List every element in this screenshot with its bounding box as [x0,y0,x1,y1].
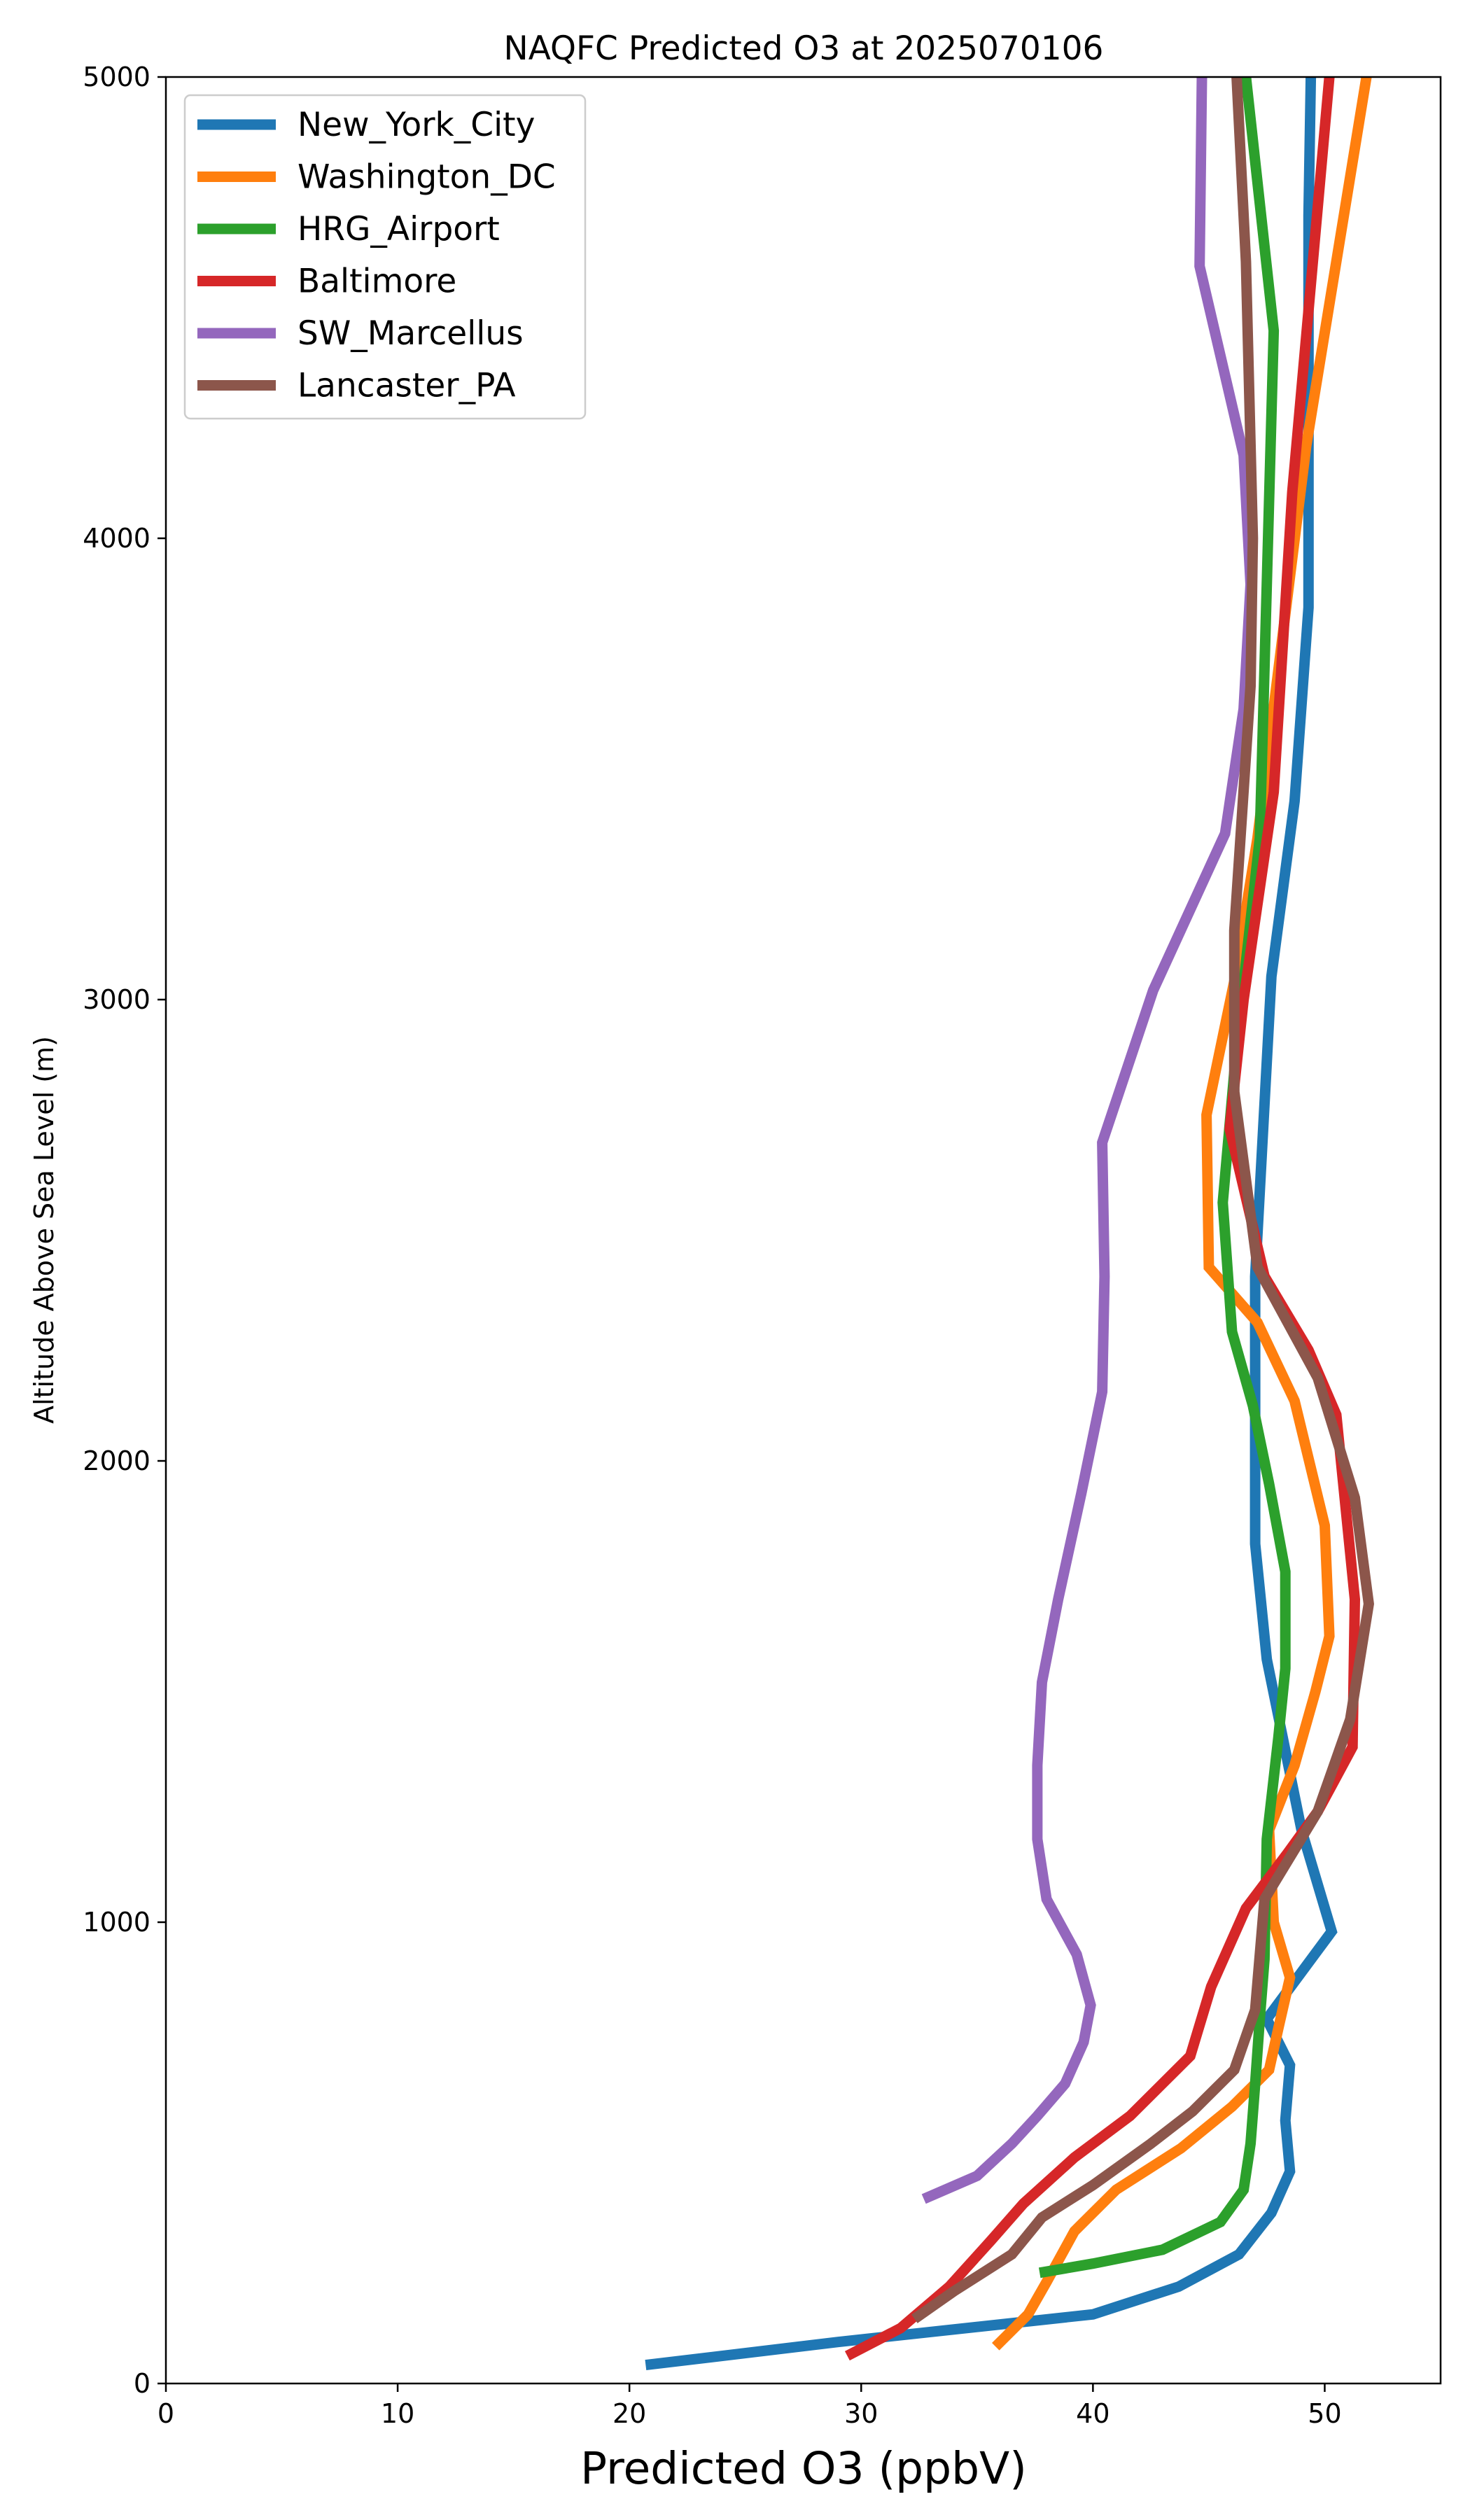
legend-label: Washington_DC [298,158,556,197]
series-layer [645,76,1374,2371]
series-line-new-york-city [645,76,1338,2371]
y-tick-label: 4000 [83,523,150,554]
series-line-washington-dc [992,76,1372,2351]
chart-title: NAQFC Predicted O3 at 2025070106 [504,29,1104,68]
legend-label: Baltimore [298,262,456,301]
x-tick-label: 50 [1308,2398,1341,2429]
series-line-lancaster-pa [911,76,1374,2323]
y-tick-label: 1000 [83,1907,150,1938]
legend-label: SW_Marcellus [298,314,524,353]
y-tick-label: 2000 [83,1446,150,1476]
y-axis-ticks: 0 1000 2000 3000 4000 5000 [83,62,166,2399]
legend-box [183,94,587,420]
y-tick-label: 3000 [83,984,150,1015]
x-tick-label: 0 [158,2398,174,2429]
legend-label: HRG_Airport [298,210,500,248]
x-tick-label: 20 [612,2398,646,2429]
x-tick-label: 10 [381,2398,414,2429]
x-axis-ticks: 0 10 20 30 40 50 [158,2384,1342,2429]
legend-label: New_York_City [298,106,535,144]
x-tick-label: 30 [844,2398,878,2429]
plot-frame [164,76,1442,2385]
y-tick-label: 0 [134,2368,150,2399]
y-tick-label: 5000 [83,62,150,92]
legend: New_York_City Washington_DC HRG_Airport Bal… [183,94,587,420]
legend-label: Lancaster_PA [298,367,516,405]
series-line-sw-marcellus [921,76,1256,2204]
x-tick-label: 40 [1076,2398,1110,2429]
y-axis-label: Altitude Above Sea Level (m) [29,1036,59,1424]
x-axis-label: Predicted O3 (ppbV) [580,2443,1027,2494]
